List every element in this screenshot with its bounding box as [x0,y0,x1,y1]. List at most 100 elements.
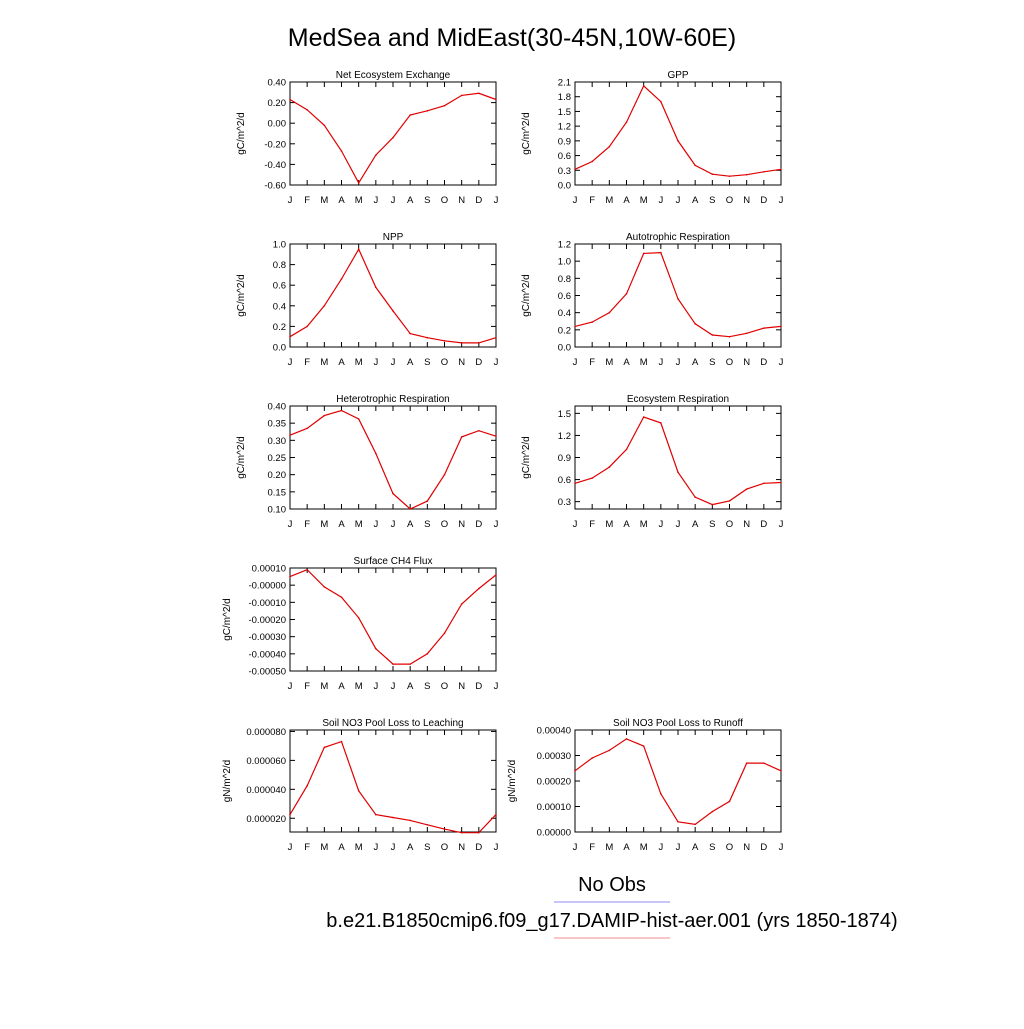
x-tick-label: A [407,842,414,853]
data-point [443,473,446,476]
plot-frame [289,81,497,186]
y-tick-label: 0.00020 [537,777,571,788]
y-axis-label: gC/m^2/d [521,274,532,317]
x-tick-label: M [605,195,613,206]
panel-title: Heterotrophic Respiration [336,394,449,405]
x-tick-label: S [424,681,430,692]
data-point [289,575,291,578]
y-axis-label: gC/m^2/d [236,112,247,155]
x-tick-label: O [441,842,448,853]
x-tick-label: J [288,842,293,853]
data-point [642,85,645,87]
y-tick-label: 0.8 [273,260,286,271]
x-tick-label: J [288,357,293,368]
data-point [625,121,628,124]
x-tick-label: F [304,842,310,853]
x-tick-label: J [779,357,784,368]
series-line [289,247,497,344]
y-tick-label: 0.4 [273,301,286,312]
x-tick-label: A [338,195,345,206]
data-point [660,422,662,424]
y-tick-label: 1.8 [558,92,571,103]
x-tick-label: F [304,519,310,530]
y-tick-label: 0.30 [268,436,287,447]
x-tick-label: O [726,519,733,530]
x-tick-label: S [709,842,715,853]
x-tick-label: J [373,357,378,368]
x-tick-label: J [573,357,578,368]
data-point [426,500,429,502]
data-point [443,340,446,342]
y-tick-label: 0.3 [558,497,571,508]
x-tick-label: A [692,357,699,368]
data-point [478,831,480,834]
y-tick-label: 0.40 [268,402,287,413]
data-point [763,327,765,329]
data-point [323,305,326,307]
x-tick-label: D [760,195,767,206]
data-point [694,164,696,167]
x-tick-label: J [494,357,499,368]
y-tick-label: 0.2 [273,322,286,333]
data-point [677,821,679,823]
data-point [426,110,429,112]
data-point [608,311,611,314]
x-tick-label: M [640,842,648,853]
data-point [591,757,593,759]
y-tick-label: 0.00 [268,119,287,130]
y-tick-label: 0.00010 [537,802,571,813]
x-tick-label: A [338,842,345,853]
data-point [409,663,411,665]
x-tick-label: A [338,519,345,530]
y-axis-label: gC/m^2/d [222,598,233,641]
data-point [745,332,748,335]
data-point [409,508,411,510]
data-point [478,429,480,432]
data-point [340,596,343,598]
panel-title: GPP [667,70,688,81]
y-tick-label: 0.15 [268,487,287,498]
data-point [323,586,326,588]
x-tick-label: A [623,842,630,853]
x-tick-label: M [320,842,328,853]
x-tick-label: D [475,681,482,692]
legend-label-obs: No Obs [578,874,646,896]
data-point [745,762,748,764]
data-point [625,738,628,740]
x-tick-label: M [320,195,328,206]
x-tick-label: M [320,681,328,692]
data-point [460,603,463,605]
plot-frame [574,405,782,510]
x-tick-label: M [355,519,363,530]
y-tick-label: -0.00050 [248,667,286,678]
y-tick-label: 0.4 [558,308,571,319]
x-tick-label: O [441,681,448,692]
y-tick-label: 1.2 [558,431,571,442]
data-point [392,816,394,819]
series-line [289,740,497,834]
y-tick-label: 2.1 [558,78,571,89]
data-point [711,173,714,176]
x-tick-label: J [391,357,396,368]
data-point [745,173,748,176]
x-tick-label: J [494,195,499,206]
x-tick-label: J [658,842,663,853]
x-tick-label: J [573,519,578,530]
data-point [357,418,360,420]
x-tick-label: M [320,357,328,368]
x-tick-label: F [304,681,310,692]
y-axis-label: gN/m^2/d [507,760,518,803]
x-tick-label: O [441,357,448,368]
y-axis-label: gN/m^2/d [222,760,233,803]
data-point [728,800,731,803]
data-point [289,434,291,436]
y-tick-label: 0.00000 [537,828,571,839]
data-point [460,342,463,344]
data-point [340,150,343,152]
data-point [608,145,611,148]
data-point [478,92,480,95]
data-point [728,175,731,177]
